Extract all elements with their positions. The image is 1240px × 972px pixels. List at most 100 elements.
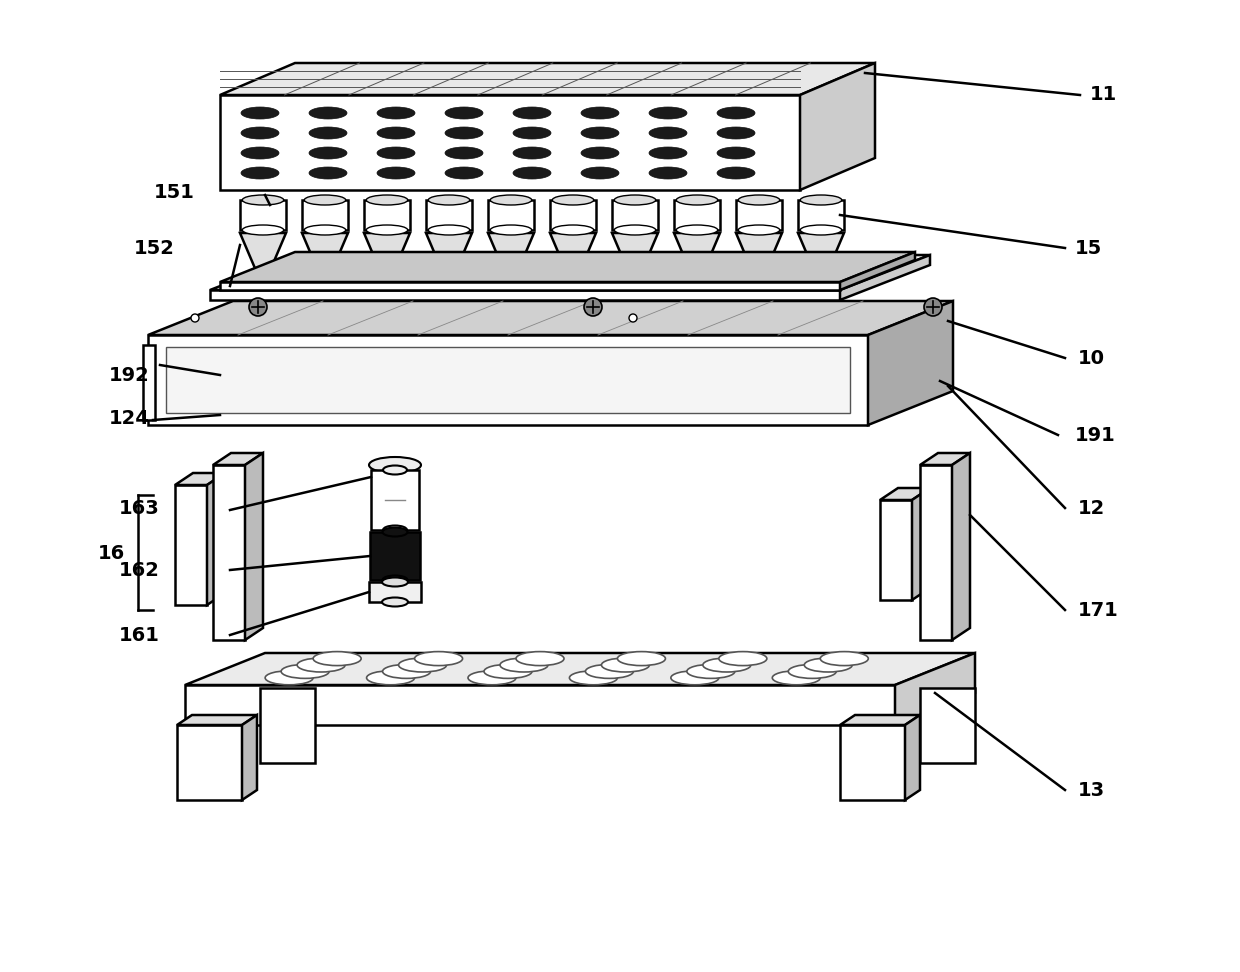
Polygon shape bbox=[303, 200, 348, 230]
Text: 151: 151 bbox=[154, 183, 195, 201]
Polygon shape bbox=[246, 453, 263, 640]
Circle shape bbox=[924, 298, 942, 316]
Text: 12: 12 bbox=[1078, 499, 1105, 517]
Ellipse shape bbox=[717, 167, 755, 179]
Ellipse shape bbox=[445, 147, 484, 159]
Polygon shape bbox=[185, 653, 975, 685]
Ellipse shape bbox=[671, 671, 719, 685]
Ellipse shape bbox=[773, 671, 821, 685]
Ellipse shape bbox=[800, 225, 842, 235]
Text: 162: 162 bbox=[119, 561, 160, 579]
Polygon shape bbox=[207, 473, 224, 605]
Circle shape bbox=[249, 298, 267, 316]
Ellipse shape bbox=[582, 167, 619, 179]
Polygon shape bbox=[241, 233, 286, 273]
Text: 163: 163 bbox=[119, 499, 160, 517]
Ellipse shape bbox=[309, 167, 347, 179]
Polygon shape bbox=[427, 233, 472, 273]
Text: 161: 161 bbox=[119, 626, 160, 644]
Ellipse shape bbox=[505, 270, 517, 275]
Polygon shape bbox=[177, 725, 242, 800]
Ellipse shape bbox=[445, 107, 484, 119]
Polygon shape bbox=[675, 200, 720, 230]
Polygon shape bbox=[880, 488, 930, 500]
Ellipse shape bbox=[467, 671, 516, 685]
Polygon shape bbox=[177, 715, 257, 725]
Ellipse shape bbox=[241, 147, 279, 159]
Ellipse shape bbox=[314, 651, 361, 666]
Polygon shape bbox=[799, 233, 844, 273]
Ellipse shape bbox=[821, 651, 868, 666]
Polygon shape bbox=[489, 233, 534, 273]
Ellipse shape bbox=[649, 107, 687, 119]
Text: 152: 152 bbox=[134, 238, 175, 258]
Ellipse shape bbox=[582, 107, 619, 119]
Ellipse shape bbox=[738, 195, 780, 205]
Ellipse shape bbox=[629, 270, 641, 275]
Circle shape bbox=[584, 298, 601, 316]
Ellipse shape bbox=[676, 195, 718, 205]
Polygon shape bbox=[839, 725, 905, 800]
Circle shape bbox=[629, 314, 637, 322]
Polygon shape bbox=[839, 255, 930, 300]
Polygon shape bbox=[241, 200, 286, 230]
Polygon shape bbox=[613, 233, 658, 273]
Ellipse shape bbox=[377, 127, 415, 139]
Polygon shape bbox=[242, 715, 257, 800]
Ellipse shape bbox=[618, 651, 666, 666]
Ellipse shape bbox=[377, 147, 415, 159]
Ellipse shape bbox=[445, 167, 484, 179]
Text: 171: 171 bbox=[1078, 601, 1118, 619]
Ellipse shape bbox=[753, 270, 765, 275]
Circle shape bbox=[191, 314, 198, 322]
Ellipse shape bbox=[366, 225, 408, 235]
Ellipse shape bbox=[383, 466, 407, 474]
Polygon shape bbox=[219, 95, 800, 190]
Polygon shape bbox=[213, 453, 263, 465]
Ellipse shape bbox=[242, 195, 284, 205]
Ellipse shape bbox=[382, 575, 408, 584]
Ellipse shape bbox=[484, 665, 532, 678]
Ellipse shape bbox=[717, 107, 755, 119]
Polygon shape bbox=[800, 63, 875, 190]
Ellipse shape bbox=[428, 195, 470, 205]
Polygon shape bbox=[839, 715, 920, 725]
Ellipse shape bbox=[691, 270, 703, 275]
Ellipse shape bbox=[490, 225, 532, 235]
Ellipse shape bbox=[805, 658, 852, 672]
Ellipse shape bbox=[789, 665, 836, 678]
Polygon shape bbox=[675, 233, 720, 273]
Polygon shape bbox=[839, 252, 915, 290]
Ellipse shape bbox=[676, 225, 718, 235]
Polygon shape bbox=[365, 200, 410, 230]
Ellipse shape bbox=[309, 127, 347, 139]
Polygon shape bbox=[799, 200, 844, 230]
Polygon shape bbox=[166, 347, 849, 413]
Polygon shape bbox=[613, 200, 658, 230]
Ellipse shape bbox=[614, 195, 656, 205]
Ellipse shape bbox=[490, 195, 532, 205]
Polygon shape bbox=[148, 335, 868, 425]
Ellipse shape bbox=[513, 147, 551, 159]
Polygon shape bbox=[219, 63, 875, 95]
Ellipse shape bbox=[241, 127, 279, 139]
Polygon shape bbox=[489, 200, 534, 230]
Ellipse shape bbox=[281, 665, 329, 678]
Ellipse shape bbox=[304, 225, 346, 235]
Ellipse shape bbox=[265, 671, 314, 685]
Text: 124: 124 bbox=[109, 408, 150, 428]
Polygon shape bbox=[868, 301, 954, 425]
Text: 191: 191 bbox=[1075, 426, 1116, 444]
Ellipse shape bbox=[719, 651, 766, 666]
Ellipse shape bbox=[383, 526, 407, 535]
Polygon shape bbox=[210, 290, 839, 300]
Ellipse shape bbox=[309, 147, 347, 159]
Text: 16: 16 bbox=[98, 543, 125, 563]
Ellipse shape bbox=[377, 107, 415, 119]
Ellipse shape bbox=[800, 195, 842, 205]
Ellipse shape bbox=[687, 665, 735, 678]
Ellipse shape bbox=[649, 147, 687, 159]
Ellipse shape bbox=[582, 127, 619, 139]
Ellipse shape bbox=[815, 270, 827, 275]
Ellipse shape bbox=[649, 167, 687, 179]
